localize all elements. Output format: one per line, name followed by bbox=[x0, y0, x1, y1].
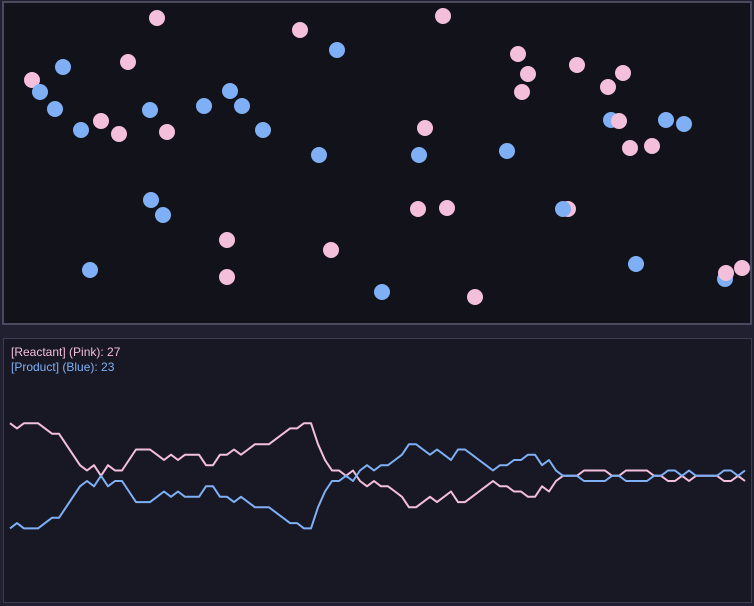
product-particle bbox=[311, 147, 327, 163]
product-series-line bbox=[9, 443, 746, 530]
reactant-particle bbox=[467, 289, 483, 305]
product-particle bbox=[32, 84, 48, 100]
particle-simulation-canvas bbox=[2, 1, 752, 325]
concentration-plot bbox=[9, 422, 746, 530]
reactant-particle bbox=[120, 54, 136, 70]
product-particle bbox=[676, 116, 692, 132]
reactant-particle bbox=[600, 79, 616, 95]
product-particle bbox=[628, 256, 644, 272]
reactant-particle bbox=[514, 84, 530, 100]
product-particle bbox=[222, 83, 238, 99]
reactant-count-value: 27 bbox=[107, 345, 121, 359]
product-particle bbox=[196, 98, 212, 114]
reactant-particle bbox=[111, 126, 127, 142]
reactant-particle bbox=[93, 113, 109, 129]
product-particle bbox=[499, 143, 515, 159]
product-particle bbox=[143, 192, 159, 208]
reactant-count-label: [Reactant] (Pink): 27 bbox=[11, 345, 120, 359]
product-particle bbox=[82, 262, 98, 278]
reactant-particle bbox=[569, 57, 585, 73]
product-particle bbox=[374, 284, 390, 300]
product-particle bbox=[73, 122, 89, 138]
reactant-particle bbox=[410, 201, 426, 217]
reactant-count-text: [Reactant] (Pink): bbox=[11, 345, 108, 359]
reactant-particle bbox=[718, 265, 734, 281]
reactant-particle bbox=[24, 72, 40, 88]
reactant-particle bbox=[219, 269, 235, 285]
reactant-particle bbox=[439, 200, 455, 216]
reactant-particle bbox=[292, 22, 308, 38]
product-particle bbox=[255, 122, 271, 138]
reactant-particle bbox=[323, 242, 339, 258]
product-particle bbox=[47, 101, 63, 117]
concentration-graph: [Reactant] (Pink): 27 [Product] (Blue): … bbox=[3, 338, 752, 603]
reactant-particle bbox=[435, 8, 451, 24]
reactant-particle bbox=[219, 232, 235, 248]
reactant-particle bbox=[622, 140, 638, 156]
reactant-particle bbox=[644, 138, 660, 154]
product-particle bbox=[55, 59, 71, 75]
reactant-particle bbox=[149, 10, 165, 26]
product-particle bbox=[234, 98, 250, 114]
reactant-particle bbox=[520, 66, 536, 82]
product-particle bbox=[142, 102, 158, 118]
reactant-particle bbox=[159, 124, 175, 140]
product-count-text: [Product] (Blue): bbox=[11, 360, 102, 374]
reactant-particle bbox=[734, 260, 750, 276]
reactant-series-line bbox=[9, 422, 746, 509]
particles-layer bbox=[24, 8, 750, 305]
reactant-particle bbox=[611, 113, 627, 129]
product-particle bbox=[411, 147, 427, 163]
product-count-label: [Product] (Blue): 23 bbox=[11, 360, 114, 374]
product-particle bbox=[658, 112, 674, 128]
product-particle bbox=[555, 201, 571, 217]
reactant-particle bbox=[615, 65, 631, 81]
reactant-particle bbox=[417, 120, 433, 136]
product-particle bbox=[329, 42, 345, 58]
product-particle bbox=[155, 207, 171, 223]
product-count-value: 23 bbox=[101, 360, 115, 374]
reactant-particle bbox=[510, 46, 526, 62]
